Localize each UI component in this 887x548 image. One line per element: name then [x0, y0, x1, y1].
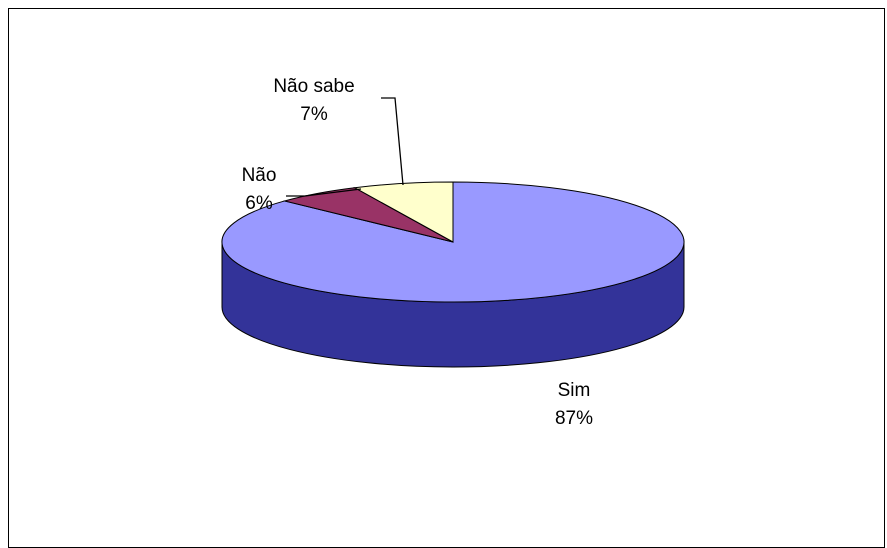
- leader-lines: [286, 97, 404, 197]
- slice-percent-nao: 6%: [245, 193, 273, 214]
- data-label-sim: Sim 87%: [529, 377, 619, 433]
- slice-name-sim: Sim: [557, 380, 591, 401]
- slice-name-nao-sabe: Não sabe: [273, 76, 355, 97]
- slice-percent-nao-sabe: 7%: [300, 104, 328, 125]
- slice-name-nao: Não: [241, 165, 277, 186]
- slice-percent-sim: 87%: [554, 408, 594, 429]
- pie-top-face: [221, 181, 685, 303]
- leader-line-nao: [286, 188, 362, 197]
- chart-area: Sim 87% Não 6% Não sabe 7%: [8, 8, 885, 548]
- data-label-nao: Não 6%: [229, 162, 289, 218]
- data-label-nao-sabe: Não sabe 7%: [259, 73, 369, 129]
- pie-slice-sim: [221, 181, 685, 303]
- pie-chart: [221, 97, 685, 368]
- leader-line-nao-sabe: [381, 97, 404, 186]
